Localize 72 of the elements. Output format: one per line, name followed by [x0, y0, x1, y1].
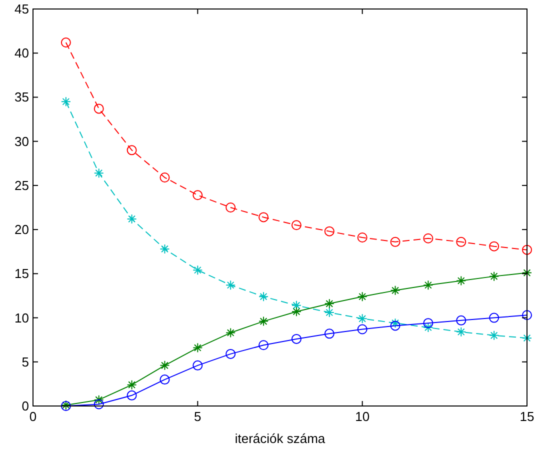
y-tick-label: 35 [14, 90, 29, 105]
point [160, 374, 170, 385]
point [60, 96, 71, 107]
point [60, 38, 71, 48]
point [456, 236, 466, 247]
point [456, 326, 466, 337]
point [126, 214, 137, 224]
point [522, 333, 532, 344]
y-tick-label: 40 [14, 46, 29, 61]
point [324, 298, 334, 309]
point [423, 233, 434, 244]
point [258, 292, 269, 302]
point [94, 394, 104, 405]
point [390, 236, 400, 247]
point [390, 318, 400, 328]
point [423, 280, 434, 290]
point [522, 310, 532, 320]
point [258, 316, 269, 326]
point [324, 307, 334, 318]
y-tick-label: 20 [14, 222, 29, 238]
point [357, 314, 368, 324]
point [522, 268, 532, 278]
y-tick-label: 45 [14, 2, 29, 16]
y-tick-label: 0 [22, 398, 29, 414]
point [390, 320, 400, 331]
point [226, 348, 236, 359]
point [226, 202, 236, 212]
point [456, 276, 466, 286]
point [291, 334, 302, 344]
x-tick-label: 10 [355, 409, 370, 424]
point [489, 312, 500, 323]
point [192, 360, 203, 370]
y-tick-label: 30 [14, 134, 29, 149]
point [390, 285, 400, 296]
point [126, 390, 137, 400]
point [324, 328, 334, 339]
point [423, 322, 434, 332]
point [160, 360, 170, 370]
point [357, 324, 368, 334]
point [192, 342, 203, 353]
point [126, 145, 137, 156]
x-tick-label: 5 [194, 409, 202, 424]
point [456, 315, 466, 326]
point [489, 330, 500, 340]
point [258, 212, 269, 222]
point [291, 300, 302, 310]
point [226, 328, 236, 338]
point [258, 340, 269, 350]
point [94, 399, 104, 410]
point [160, 172, 170, 183]
point [291, 220, 302, 230]
point [94, 168, 104, 178]
point [423, 318, 434, 328]
point [192, 265, 203, 276]
y-tick-label: 25 [14, 178, 29, 193]
point [489, 241, 500, 252]
point [192, 190, 203, 200]
point [324, 226, 334, 236]
y-tick-label: 10 [14, 310, 29, 326]
x-tick-label: 15 [520, 409, 534, 424]
point [291, 306, 302, 317]
point [357, 232, 368, 242]
point [357, 292, 368, 302]
x-axis-title: iterációk száma [234, 431, 326, 446]
point [489, 271, 500, 282]
y-tick-label: 15 [14, 266, 29, 282]
point [226, 280, 236, 290]
y-tick-label: 5 [22, 354, 29, 370]
point [160, 244, 170, 254]
point [94, 104, 104, 114]
point [126, 380, 137, 390]
point [522, 244, 532, 255]
